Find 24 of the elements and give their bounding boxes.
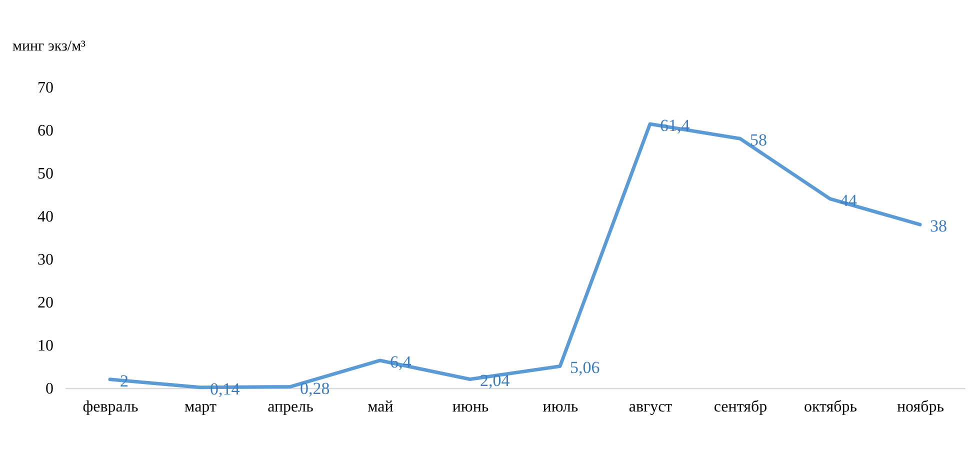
y-tick-label: 50	[38, 166, 54, 182]
x-tick-label: сентябр	[714, 398, 768, 416]
y-tick-label: 30	[38, 252, 54, 268]
data-label: 58	[750, 130, 767, 150]
y-tick-label: 70	[38, 80, 54, 96]
y-axis-title: минг экз/м³	[12, 38, 86, 54]
y-tick-label: 0	[46, 380, 54, 398]
x-tick-label: февраль	[82, 398, 138, 416]
y-tick-label: 10	[38, 338, 54, 354]
x-tick-label: октябрь	[804, 398, 858, 416]
x-tick-label: июнь	[452, 398, 489, 416]
data-label: 0,28	[300, 378, 330, 398]
data-label: 38	[930, 216, 947, 236]
y-tick-label: 60	[38, 122, 54, 140]
x-tick-label: апрель	[268, 398, 314, 416]
x-tick-label: май	[368, 398, 394, 416]
y-tick-label: 40	[38, 208, 54, 226]
x-tick-label: ноябрь	[896, 398, 944, 416]
x-tick-label: август	[628, 398, 672, 416]
data-label: 5,06	[570, 358, 600, 378]
x-tick-label: март	[184, 398, 216, 416]
data-label: 2,04	[480, 371, 510, 390]
y-tick-label: 20	[38, 294, 54, 312]
x-tick-label: июль	[542, 398, 578, 416]
